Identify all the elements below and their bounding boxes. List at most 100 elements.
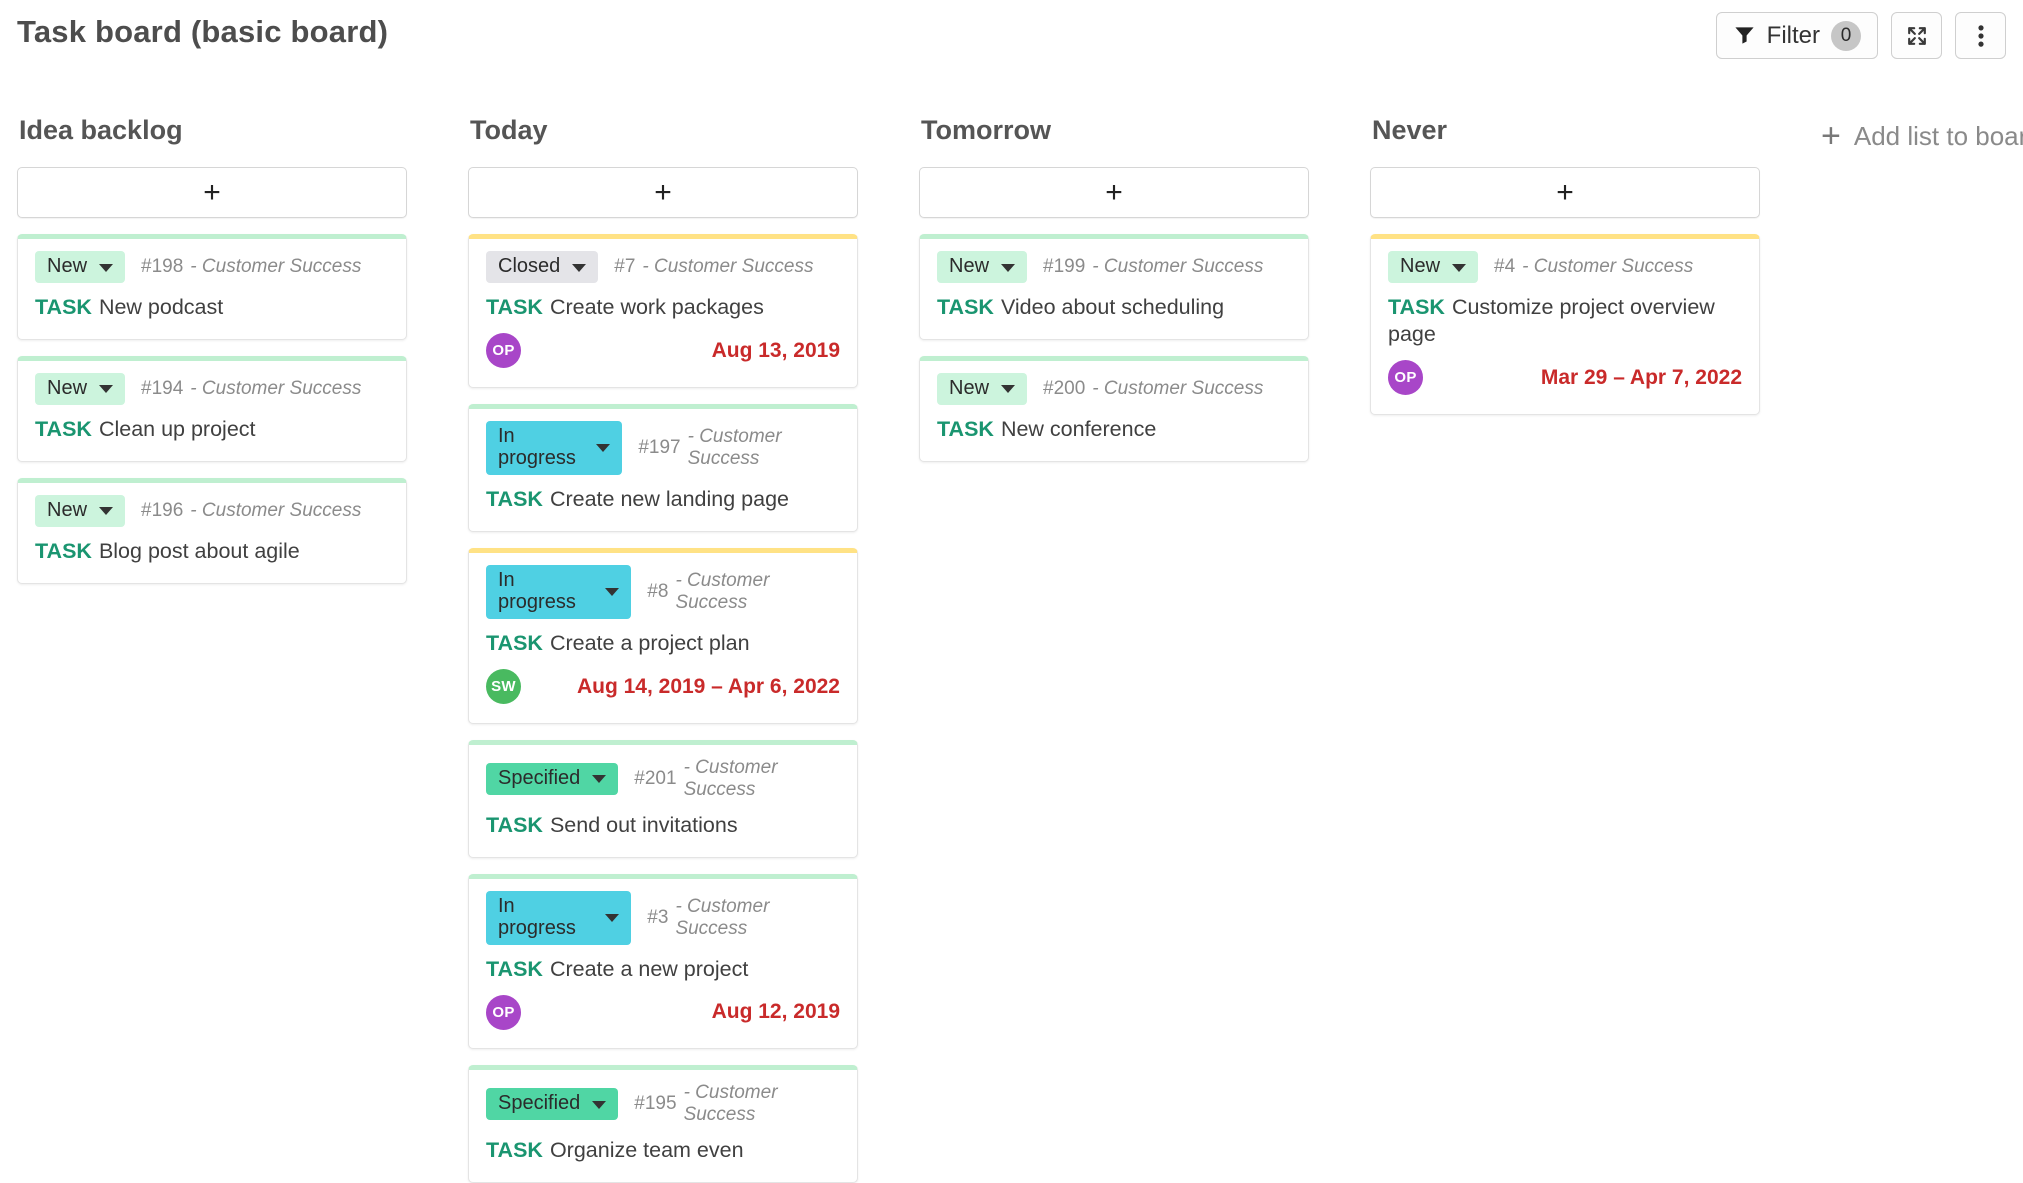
task-card[interactable]: In progress #3 - Customer Success TASK Cr… bbox=[468, 873, 858, 1050]
status-dropdown[interactable]: New bbox=[35, 494, 126, 527]
status-label: New bbox=[1400, 255, 1441, 277]
fullscreen-button[interactable] bbox=[1891, 12, 1942, 59]
project-name: - Customer Success bbox=[687, 425, 782, 469]
task-card[interactable]: New #194 - Customer Success TASK Clean up… bbox=[17, 355, 407, 462]
card-title: Clean up project bbox=[98, 416, 256, 441]
card-title-row: TASK Create a new project bbox=[486, 956, 840, 983]
task-card[interactable]: New #199 - Customer Success TASK Video ab… bbox=[919, 234, 1309, 340]
status-dropdown[interactable]: In progress bbox=[486, 420, 623, 475]
type-label: TASK bbox=[486, 295, 543, 319]
more-menu-button[interactable] bbox=[1955, 12, 2006, 59]
fullscreen-icon bbox=[1904, 23, 1930, 49]
task-card[interactable]: Specified #201 - Customer Success TASK Se… bbox=[468, 739, 858, 858]
card-title-row: TASK Organize team even bbox=[486, 1137, 840, 1164]
status-dropdown[interactable]: Specified bbox=[486, 1088, 619, 1121]
type-label: TASK bbox=[486, 956, 543, 981]
type-label: TASK bbox=[937, 416, 994, 441]
status-label: New bbox=[949, 255, 990, 277]
task-card[interactable]: Closed #7 - Customer Success TASK Create … bbox=[468, 234, 858, 388]
card-header-row: New #194 - Customer Success bbox=[35, 372, 389, 405]
plus-icon: + bbox=[1556, 175, 1574, 209]
card-title-row: TASK Clean up project bbox=[35, 416, 389, 443]
plus-icon: + bbox=[1821, 117, 1841, 155]
status-label: New bbox=[47, 498, 88, 521]
card-footer: OP Aug 13, 2019 bbox=[486, 333, 840, 369]
status-dropdown[interactable]: New bbox=[35, 251, 126, 283]
card-title: Create a new project bbox=[549, 956, 749, 981]
card-footer: OP Mar 29 – Apr 7, 2022 bbox=[1388, 360, 1742, 396]
work-package-id: #200 bbox=[1043, 377, 1086, 399]
filter-funnel-icon bbox=[1733, 24, 1756, 47]
project-name: - Customer Success bbox=[675, 569, 770, 613]
due-date: Aug 12, 2019 bbox=[711, 1000, 840, 1024]
card-title: Organize team even bbox=[549, 1138, 744, 1163]
filter-button[interactable]: Filter 0 bbox=[1715, 12, 1878, 59]
board-column: Idea backlog + New #198 - Customer Succe… bbox=[17, 115, 407, 584]
chevron-down-icon bbox=[605, 588, 620, 597]
status-dropdown[interactable]: New bbox=[937, 251, 1028, 283]
card-title-row: TASK Video about scheduling bbox=[937, 294, 1291, 321]
project-name: - Customer Success bbox=[683, 1082, 778, 1126]
board-column: Today + Closed #7 - Customer Success TAS… bbox=[468, 115, 858, 1183]
column-title: Tomorrow bbox=[921, 115, 1051, 145]
work-package-id: #8 bbox=[647, 580, 669, 602]
work-package-id: #199 bbox=[1043, 256, 1086, 277]
task-card[interactable]: Specified #195 - Customer Success TASK Or… bbox=[468, 1065, 858, 1183]
card-title-row: TASK Create a project plan bbox=[486, 630, 840, 657]
status-label: New bbox=[949, 376, 990, 399]
card-header-row: New #196 - Customer Success bbox=[35, 494, 389, 527]
status-dropdown[interactable]: New bbox=[35, 372, 126, 405]
card-footer: OP Aug 12, 2019 bbox=[486, 994, 840, 1030]
project-name: - Customer Success bbox=[683, 756, 778, 800]
task-card[interactable]: In progress #197 - Customer Success TASK… bbox=[468, 403, 858, 532]
type-label: TASK bbox=[486, 812, 543, 837]
task-card[interactable]: In progress #8 - Customer Success TASK Cr… bbox=[468, 547, 858, 724]
add-list-label: Add list to board bbox=[1853, 120, 2023, 151]
board-columns: Idea backlog + New #198 - Customer Succe… bbox=[17, 115, 1821, 1183]
project-name: - Customer Success bbox=[190, 499, 362, 521]
task-card[interactable]: New #198 - Customer Success TASK New podc… bbox=[17, 234, 407, 340]
add-card-button[interactable]: + bbox=[1370, 167, 1760, 218]
status-dropdown[interactable]: New bbox=[1388, 251, 1479, 283]
chevron-down-icon bbox=[99, 385, 114, 394]
user-avatar[interactable]: OP bbox=[1388, 360, 1423, 396]
card-list: New #4 - Customer Success TASK Customize … bbox=[1370, 234, 1760, 415]
project-name: - Customer Success bbox=[190, 377, 362, 399]
page-title: Task board (basic board) bbox=[17, 14, 389, 49]
card-list: New #198 - Customer Success TASK New podc… bbox=[17, 234, 407, 584]
status-dropdown[interactable]: Specified bbox=[486, 762, 619, 795]
user-avatar[interactable]: OP bbox=[486, 333, 521, 369]
chevron-down-icon bbox=[605, 914, 620, 922]
status-label: In progress bbox=[498, 424, 576, 469]
add-card-button[interactable]: + bbox=[17, 167, 407, 218]
status-dropdown[interactable]: New bbox=[937, 372, 1028, 405]
task-card[interactable]: New #4 - Customer Success TASK Customize … bbox=[1370, 234, 1760, 415]
type-label: TASK bbox=[486, 630, 543, 655]
card-header-row: In progress #197 - Customer Success bbox=[486, 420, 840, 475]
status-dropdown[interactable]: In progress bbox=[486, 564, 632, 619]
user-avatar[interactable]: OP bbox=[486, 994, 521, 1030]
card-footer: SW Aug 14, 2019 – Apr 6, 2022 bbox=[486, 669, 840, 705]
project-name: - Customer Success bbox=[1092, 377, 1264, 399]
chevron-down-icon bbox=[99, 263, 114, 272]
card-title: New conference bbox=[1000, 416, 1157, 441]
top-controls: Filter 0 bbox=[1715, 12, 2006, 59]
card-title: Create work packages bbox=[549, 295, 764, 319]
card-title-row: TASK Send out invitations bbox=[486, 812, 840, 839]
plus-icon: + bbox=[654, 175, 672, 209]
status-dropdown[interactable]: In progress bbox=[486, 890, 632, 945]
project-name: - Customer Success bbox=[1522, 256, 1694, 277]
type-label: TASK bbox=[35, 295, 92, 319]
task-card[interactable]: New #196 - Customer Success TASK Blog pos… bbox=[17, 477, 407, 584]
card-title-row: TASK Customize project overview page bbox=[1388, 294, 1742, 348]
filter-button-label: Filter bbox=[1766, 21, 1820, 49]
task-card[interactable]: New #200 - Customer Success TASK New conf… bbox=[919, 355, 1309, 462]
add-card-button[interactable]: + bbox=[468, 167, 858, 218]
card-title-row: TASK Create new landing page bbox=[486, 486, 840, 513]
status-label: In progress bbox=[498, 568, 576, 613]
user-avatar[interactable]: SW bbox=[486, 669, 521, 705]
status-dropdown[interactable]: Closed bbox=[486, 251, 599, 283]
add-list-button[interactable]: + Add list to board bbox=[1821, 115, 2023, 153]
work-package-id: #3 bbox=[647, 906, 669, 928]
add-card-button[interactable]: + bbox=[919, 167, 1309, 218]
